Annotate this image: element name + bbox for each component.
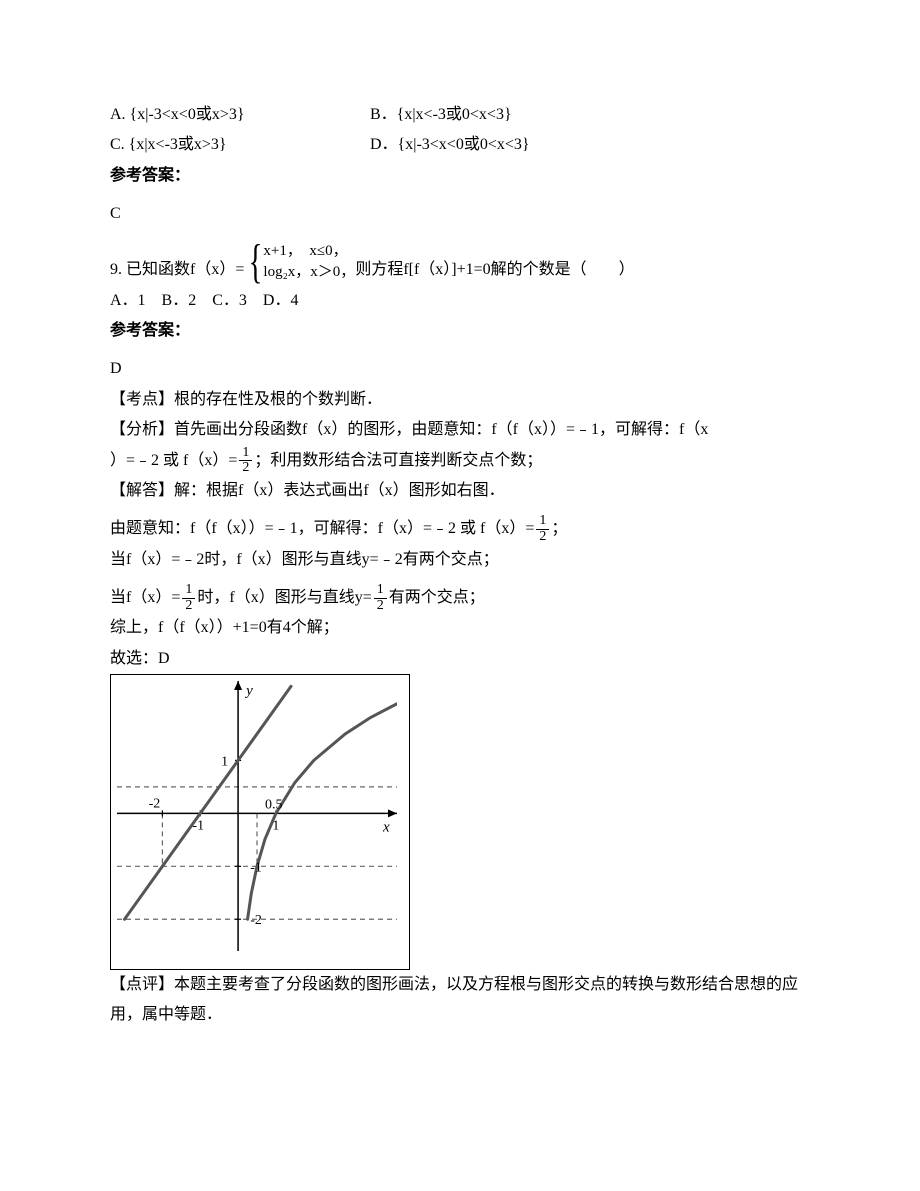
q9-jieda-line2: 由题意知：f（f（x））=﹣1，可解得：f（x）=﹣2 或 f（x）= 1 2 … [110,514,567,544]
q9-jieda4c: 有两个交点； [389,583,485,613]
q8-answer-label: 参考答案： [110,161,810,191]
q9-jieda-line5: 综上，f（f（x））+1=0有4个解； [110,613,810,643]
q9-jieda-line1: 【解答】解：根据f（x）表达式画出f（x）图形如右图． [110,476,810,506]
svg-text:-2: -2 [250,913,262,928]
piecewise-case-1: x+1， x≤0， [263,241,355,262]
q9-jieda2a: 由题意知：f（f（x））=﹣1，可解得：f（x）=﹣2 或 f（x）= [110,514,534,544]
q9-kaodian: 【考点】根的存在性及根的个数判断． [110,385,810,415]
piecewise-function: { x+1， x≤0， log₂x，x＞0， [244,238,355,286]
q8-choices-row1: A. {x|-3<x<0或x>3} B．{x|x<-3或0<x<3} [110,100,810,130]
q9-jieda-line4: 当f（x）= 1 2 时，f（x）图形与直线y= 1 2 有两个交点； [110,583,485,613]
svg-text:x: x [382,820,390,836]
q9-jieda2b: ； [551,514,567,544]
q9-fenxi-line1: 【分析】首先画出分段函数f（x）的图形，由题意知：f（f（x））=﹣1，可解得：… [110,415,810,445]
piecewise-case-2: log₂x，x＞0， [263,262,355,283]
q9-dianping: 【点评】本题主要考查了分段函数的图形画法，以及方程根与图形交点的转换与数形结合思… [110,970,810,1031]
q9-fenxi2b: ；利用数形结合法可直接判断交点个数； [254,446,542,476]
q9-choices: A．1 B．2 C．3 D．4 [110,286,810,316]
q9-answer-label: 参考答案： [110,316,810,346]
fraction-half-icon: 1 2 [536,514,549,544]
left-brace-icon: { [249,238,263,286]
q9-answer: D [110,354,810,384]
q9-fenxi2a: ）=﹣2 或 f（x）= [110,446,237,476]
svg-text:0.5: 0.5 [265,798,283,813]
q9-stem-prefix: 9. 已知函数f（x）= [110,255,244,285]
svg-text:1: 1 [221,755,228,770]
q8-choice-c: C. {x|x<-3或x>3} [110,130,370,160]
q8-choice-a: A. {x|-3<x<0或x>3} [110,100,370,130]
fraction-half-icon: 1 2 [374,583,387,613]
q8-choices-row2: C. {x|x<-3或x>3} D．{x|-3<x<0或0<x<3} [110,130,810,160]
q9-jieda-line3: 当f（x）=﹣2时，f（x）图形与直线y=﹣2有两个交点； [110,545,810,575]
q9-jieda4a: 当f（x）= [110,583,180,613]
q9-jieda-line6: 故选：D [110,644,810,674]
svg-text:-1: -1 [250,861,262,876]
fraction-half-icon: 1 2 [182,583,195,613]
q8-choice-b: B．{x|x<-3或0<x<3} [370,100,512,130]
q8-answer: C [110,199,810,229]
q9-stem: 9. 已知函数f（x）= { x+1， x≤0， log₂x，x＞0， 则方程f… [110,238,810,286]
fraction-half-icon: 1 2 [239,446,252,476]
q9-stem-suffix: 则方程f[f（x）]+1=0解的个数是（ ） [355,255,634,285]
svg-text:-1: -1 [192,819,204,834]
q9-jieda4b: 时，f（x）图形与直线y= [197,583,371,613]
q9-fenxi-line2: ）=﹣2 或 f（x）= 1 2 ；利用数形结合法可直接判断交点个数； [110,446,542,476]
svg-text:1: 1 [272,819,279,834]
svg-text:-2: -2 [149,797,161,812]
function-graph: y x -2 -1 0.5 1 1 -1 -2 [110,674,410,969]
q8-choice-d: D．{x|-3<x<0或0<x<3} [370,130,530,160]
svg-text:y: y [244,683,253,699]
